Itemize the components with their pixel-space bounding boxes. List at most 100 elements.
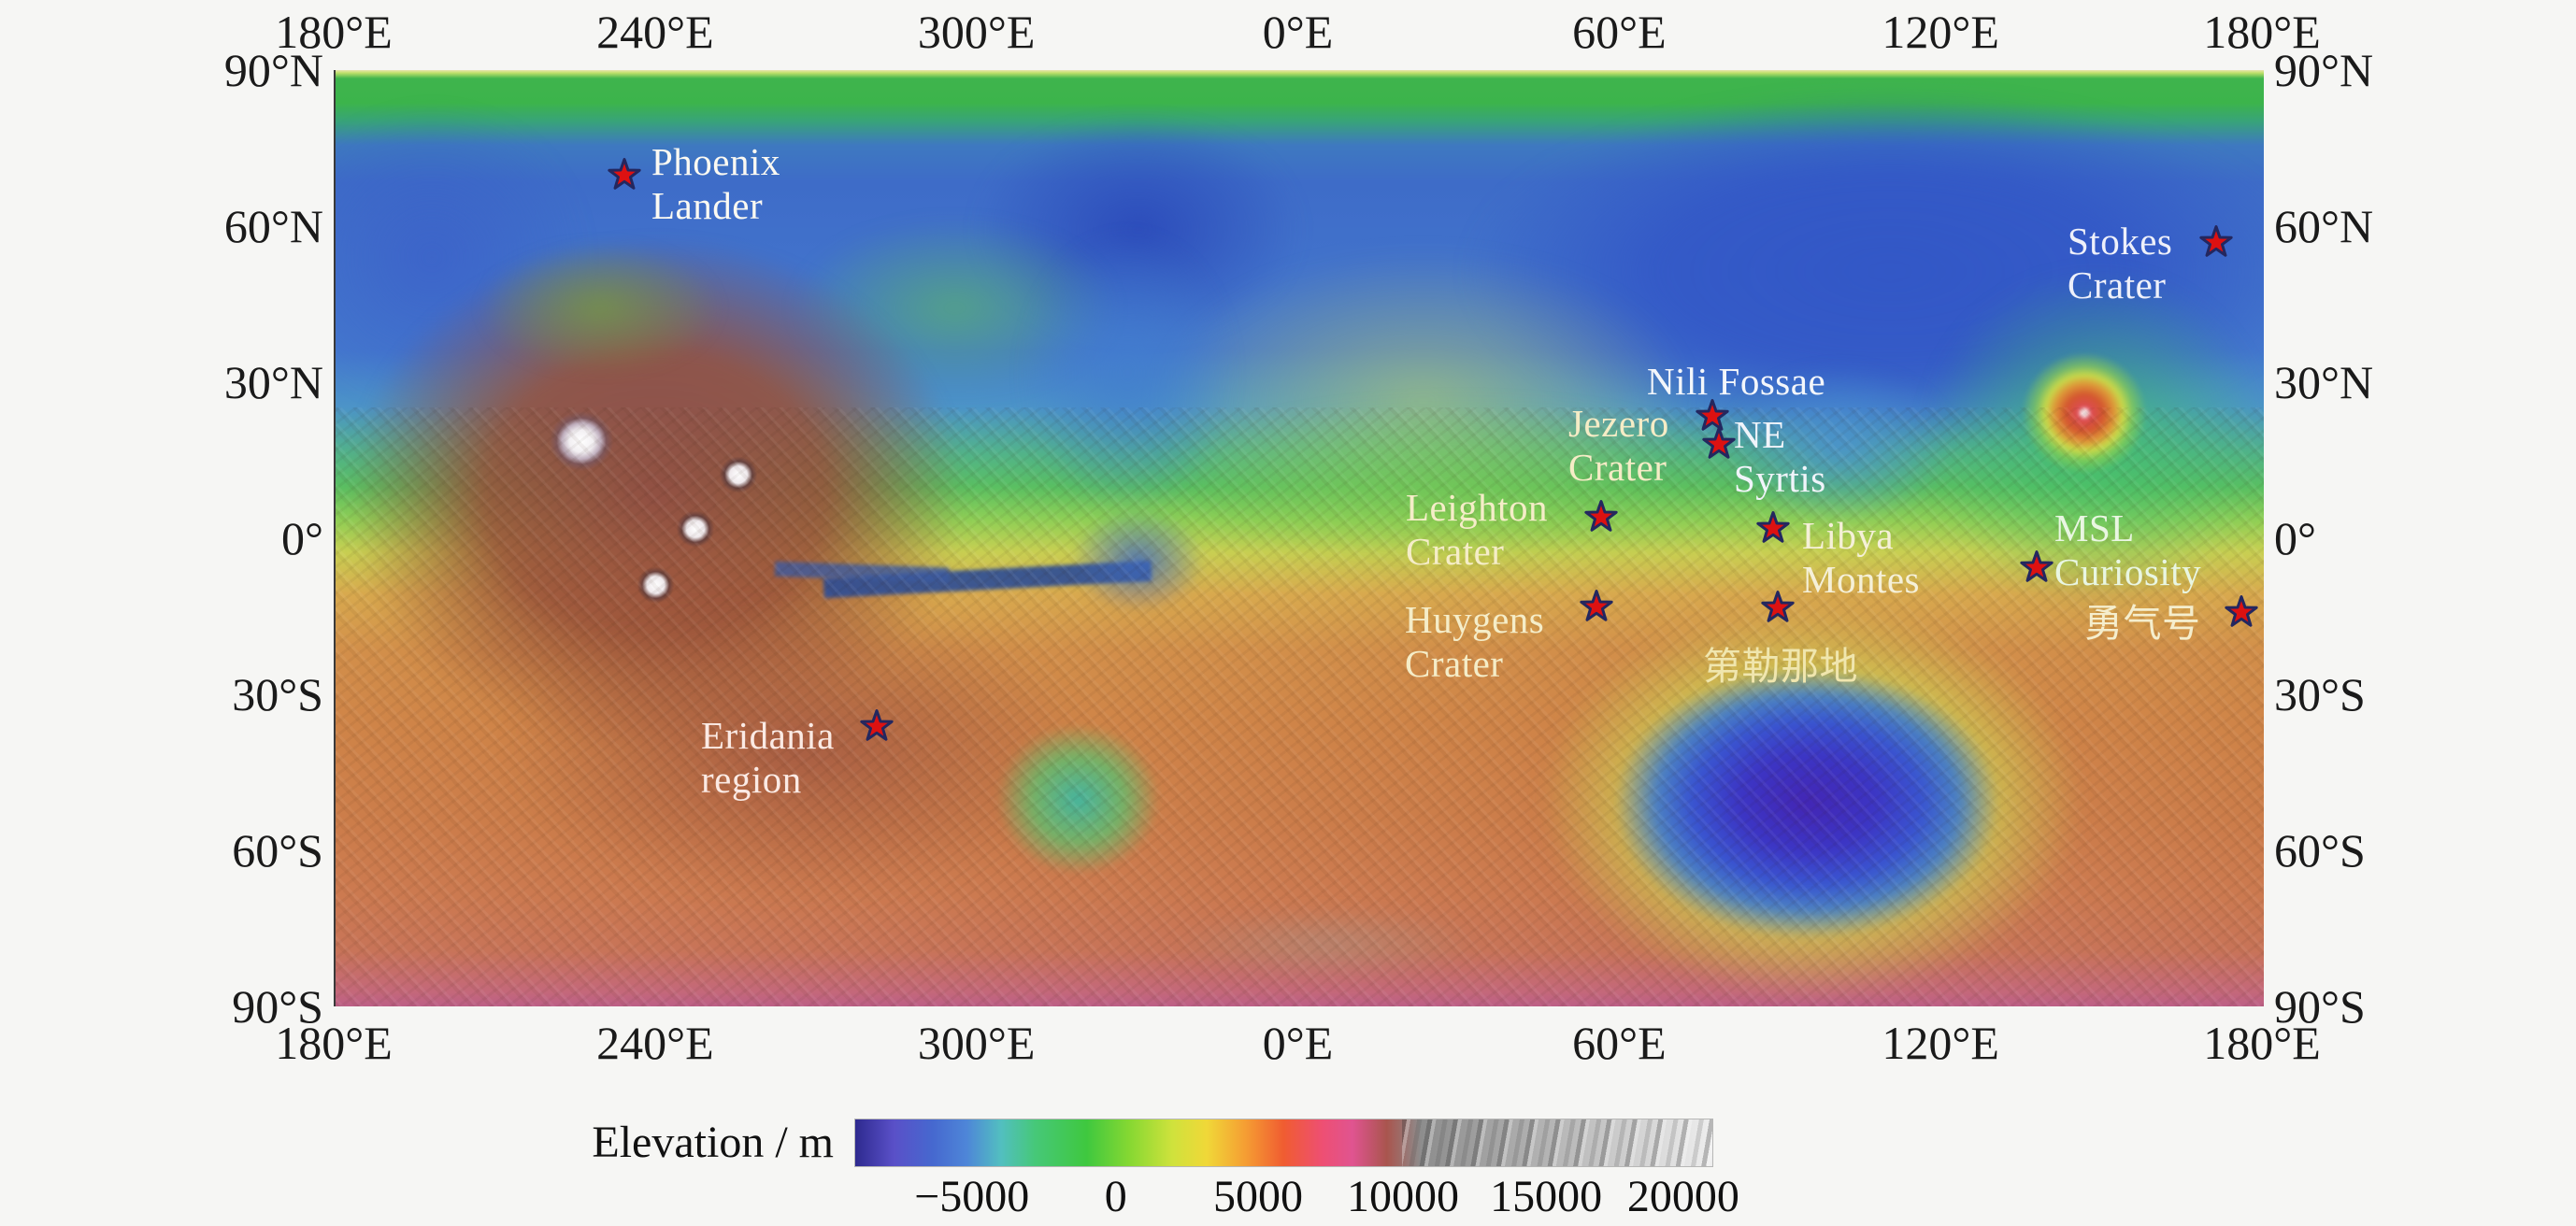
- site-label-tyrrhena-terra: 第勒那地: [1703, 645, 1858, 689]
- site-label-huygens-crater: Huygens Crater: [1405, 598, 1544, 686]
- map-feature-acidalia-planitia: [973, 117, 1302, 342]
- colorbar-tick-label: 10000: [1346, 1172, 1459, 1221]
- site-label-line: 勇气号: [2084, 602, 2201, 645]
- colorbar-tick-label: −5000: [914, 1172, 1030, 1221]
- site-label-spirit-rover: 勇气号: [2084, 602, 2201, 646]
- map-feature-olympus-mons: [540, 403, 623, 478]
- map-feature-south-polar-patch: [1174, 905, 1483, 981]
- site-label-line: Huygens: [1405, 598, 1545, 641]
- axis-tick-label: 60°S: [232, 823, 323, 877]
- map-feature-nw-lowlands: [336, 107, 587, 407]
- site-label-line: Eridania: [701, 714, 835, 757]
- map-relief-texture: [336, 406, 2264, 1006]
- site-label-line: Crater: [1568, 446, 1667, 489]
- map-feature-valles-marineris-main: [823, 560, 1152, 599]
- site-label-line: Crater: [1405, 642, 1504, 685]
- map-feature-ascraeus-mons: [713, 449, 764, 499]
- axis-tick-label: 60°S: [2274, 823, 2366, 877]
- axis-tick-label: 90°N: [223, 44, 323, 96]
- axis-tick-label: 180°E: [275, 6, 393, 58]
- axis-tick-label: 240°E: [596, 1017, 714, 1069]
- site-label-phoenix-lander: Phoenix Lander: [651, 140, 780, 228]
- mars-elevation-map: [334, 70, 2264, 1006]
- axis-tick-label: 120°E: [1882, 6, 1999, 58]
- site-star-icon-huygens: [1577, 588, 1616, 632]
- axis-tick-label: 180°E: [2203, 1017, 2321, 1069]
- axis-tick-label: 60°E: [1572, 6, 1667, 58]
- axis-tick-label: 60°N: [2274, 200, 2374, 253]
- map-feature-tempe-terra: [790, 219, 1119, 397]
- site-star-icon-libya-montes: [1753, 509, 1793, 553]
- colorbar-gradient: [855, 1119, 1712, 1166]
- site-star-icon-stokes: [2197, 223, 2236, 267]
- site-label-line: NE: [1734, 413, 1786, 456]
- map-feature-tharsis-bulge: [347, 237, 965, 753]
- map-feature-argyre-basin: [995, 724, 1160, 875]
- colorbar-tick-label: 20000: [1626, 1172, 1739, 1221]
- colorbar-tick-label: 0: [1104, 1172, 1127, 1221]
- site-label-line: Syrtis: [1734, 457, 1826, 500]
- site-star-icon-spirit: [2222, 593, 2261, 637]
- axis-tick-label: 240°E: [596, 6, 714, 58]
- site-label-line: Crater: [2068, 264, 2167, 306]
- site-star-icon-eridania: [857, 707, 896, 751]
- site-star-icon-leighton: [1581, 498, 1621, 542]
- site-star-icon-msl: [2017, 549, 2056, 592]
- map-feature-alba-mons: [479, 242, 721, 374]
- axis-tick-label: 30°S: [232, 668, 323, 721]
- axis-tick-label: 180°E: [2203, 6, 2321, 58]
- site-label-ne-syrtis: NE Syrtis: [1734, 413, 1826, 501]
- map-feature-elysium-mons: [2022, 351, 2148, 474]
- axis-tick-label: 90°S: [2274, 980, 2366, 1033]
- site-star-icon-nili-fossae: [1693, 397, 1732, 441]
- map-feature-valles-marineris-west: [775, 561, 950, 583]
- axis-tick-label: 0°E: [1262, 1017, 1334, 1069]
- axis-tick-label: 30°N: [223, 355, 323, 408]
- site-label-line: 第勒那地: [1703, 645, 1858, 688]
- site-label-line: Leighton: [1406, 486, 1549, 529]
- map-feature-pavonis-mons: [670, 504, 721, 554]
- axis-tick-label: 120°E: [1882, 1017, 1999, 1069]
- site-label-line: MSL: [2054, 506, 2135, 549]
- site-label-libya-montes: Libya Montes: [1802, 514, 1920, 602]
- colorbar-title: Elevation / m: [592, 1118, 834, 1167]
- site-label-line: Stokes: [2068, 220, 2173, 263]
- axis-tick-label: 0°: [281, 512, 323, 564]
- site-label-eridania-region: Eridania region: [701, 714, 835, 802]
- site-label-line: Crater: [1406, 530, 1505, 573]
- axis-tick-label: 180°E: [275, 1017, 393, 1069]
- site-star-icon-phoenix: [605, 156, 644, 200]
- site-label-line: Nili Fossae: [1647, 360, 1826, 403]
- site-label-line: Montes: [1802, 558, 1920, 601]
- site-label-msl-curiosity: MSL Curiosity: [2054, 506, 2201, 594]
- axis-tick-label: 0°: [2274, 512, 2316, 564]
- site-label-line: Lander: [651, 184, 764, 227]
- site-label-line: region: [701, 758, 802, 801]
- site-label-line: Jezero: [1568, 402, 1669, 445]
- map-feature-arsia-mons: [630, 561, 681, 610]
- map-feature-hellas-basin: [1613, 667, 2000, 939]
- site-label-line: Curiosity: [2054, 550, 2202, 593]
- site-label-jezero-crater: Jezero Crater: [1568, 402, 1669, 490]
- site-label-stokes-crater: Stokes Crater: [2068, 220, 2172, 307]
- site-label-nili-fossae: Nili Fossae: [1647, 360, 1825, 404]
- colorbar-tick-label: 5000: [1212, 1172, 1303, 1221]
- site-star-icon-jezero: [1699, 425, 1739, 469]
- axis-tick-label: 60°N: [223, 200, 323, 253]
- axis-tick-label: 0°E: [1262, 6, 1334, 58]
- site-label-line: Libya: [1802, 514, 1895, 557]
- colorbar-tick-label: 15000: [1490, 1172, 1603, 1221]
- map-feature-chryse-planitia: [1022, 233, 1235, 514]
- axis-tick-label: 300°E: [917, 1017, 1036, 1069]
- axis-tick-label: 90°N: [2274, 44, 2374, 96]
- axis-tick-label: 30°N: [2274, 355, 2374, 408]
- axis-tick-label: 60°E: [1572, 1017, 1667, 1069]
- site-label-line: Phoenix: [651, 140, 780, 183]
- site-star-icon-tyrrhena: [1758, 589, 1797, 633]
- map-feature-valles-marineris-chaos: [1070, 508, 1206, 613]
- site-label-leighton-crater: Leighton Crater: [1406, 486, 1548, 574]
- axis-tick-label: 30°S: [2274, 668, 2366, 721]
- axis-tick-label: 90°S: [232, 980, 323, 1033]
- axis-tick-label: 300°E: [917, 6, 1036, 58]
